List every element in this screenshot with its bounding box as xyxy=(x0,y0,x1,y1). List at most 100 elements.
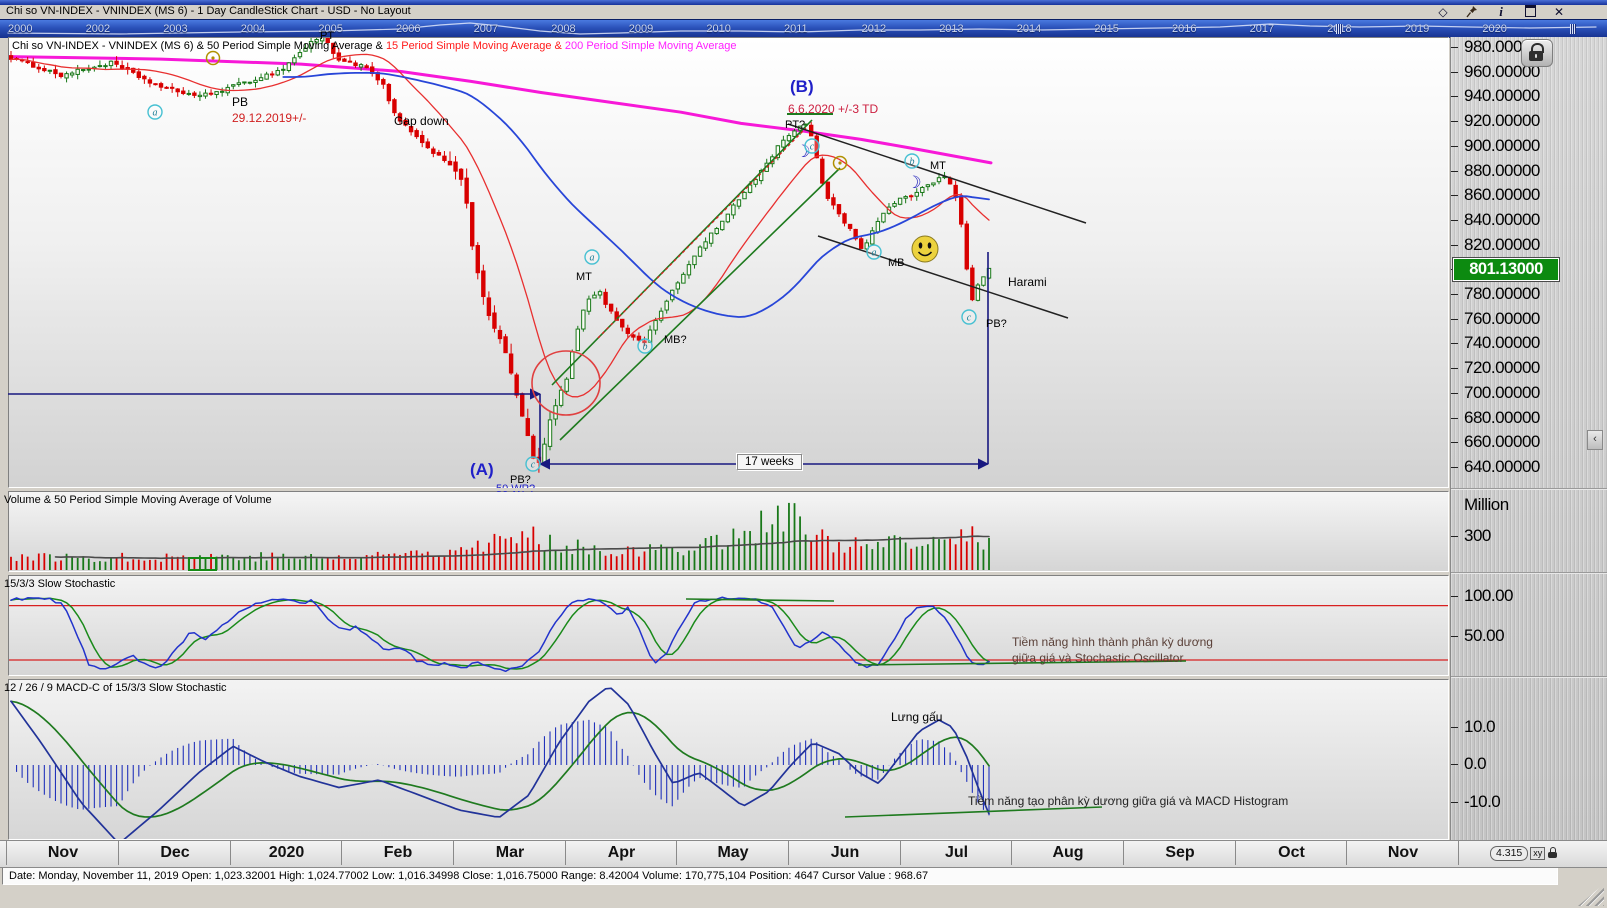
stochastic-chart xyxy=(9,596,1448,673)
macd-pane-label: 12 / 26 / 9 MACD-C of 15/3/3 Slow Stocha… xyxy=(4,682,227,694)
navigator-range-handle[interactable] xyxy=(1336,24,1344,34)
month-cell: Dec xyxy=(118,841,231,865)
axis-label: -10.0 xyxy=(1464,792,1501,811)
month-cell: Feb xyxy=(341,841,454,865)
time-axis-month-bar: Nov Dec 2020 Feb Mar Apr May Jun Jul Aug Sep Oct Nov… xyxy=(0,840,1607,868)
measurement-label: 17 weeks xyxy=(737,454,802,470)
macd-pane[interactable] xyxy=(8,679,1449,840)
close-icon[interactable]: ✕ xyxy=(1553,4,1565,19)
navigator-year-label[interactable]: 2009 xyxy=(628,23,654,35)
navigator-year-label[interactable]: 2006 xyxy=(396,23,421,35)
mini-lock-icon xyxy=(1547,846,1558,860)
candlestick-chart xyxy=(9,38,993,473)
stochastic-pane[interactable] xyxy=(8,575,1449,676)
volume-pane[interactable] xyxy=(8,491,1449,572)
month-cell: Apr xyxy=(565,841,677,865)
pin-icon[interactable] xyxy=(1464,5,1480,19)
navigator-year-label[interactable]: 2007 xyxy=(473,23,499,35)
axis-label: 10.0 xyxy=(1464,717,1496,736)
navigator-year-label[interactable]: 2002 xyxy=(85,23,111,35)
scale-badge[interactable]: 4.315 xy xyxy=(1490,845,1558,861)
axis-label: Million xyxy=(1464,495,1509,514)
status-bar: Date: Monday, November 11, 2019 Open: 1,… xyxy=(2,866,1558,885)
lock-icon xyxy=(1531,43,1544,53)
volume-chart xyxy=(10,502,990,571)
restore-icon[interactable] xyxy=(1522,4,1538,19)
legend-sma15: 15 Period Simple Moving Average & xyxy=(385,40,565,52)
stochastic-pane-label: 15/3/3 Slow Stochastic xyxy=(4,578,116,590)
window-controls: ◇ i ✕ xyxy=(1435,4,1567,19)
title-bar: Chi so VN-INDEX - VNINDEX (MS 6) - 1 Day… xyxy=(0,4,1607,19)
navigator-range-handle[interactable] xyxy=(1570,24,1578,34)
navigator-year-label[interactable]: 2016 xyxy=(1172,23,1197,35)
month-cell: Oct xyxy=(1235,841,1347,865)
axis-label: 700.00000 xyxy=(1464,382,1540,402)
window-bottom-chrome xyxy=(0,886,1607,908)
axis-label: 660.00000 xyxy=(1464,432,1540,452)
axis-label: 300 xyxy=(1464,526,1491,545)
navigator-year-label[interactable]: 2017 xyxy=(1249,23,1275,35)
axis-label: 0.0 xyxy=(1464,754,1487,773)
month-cell: May xyxy=(676,841,789,865)
axis-label: 50.00 xyxy=(1464,626,1505,645)
info-icon[interactable]: i xyxy=(1499,3,1503,19)
navigator-year-label[interactable]: 2019 xyxy=(1404,23,1430,35)
window-title: Chi so VN-INDEX - VNINDEX (MS 6) - 1 Day… xyxy=(6,5,411,17)
month-cell: Nov xyxy=(6,841,119,865)
legend-price-sma50: Chi so VN-INDEX - VNINDEX (MS 6) & 50 Pe… xyxy=(12,40,386,52)
macd-chart xyxy=(10,687,990,839)
pane-divider[interactable] xyxy=(0,572,1449,575)
last-price-box: 801.13000 xyxy=(1453,258,1559,281)
scroll-left-arrow[interactable]: ‹ xyxy=(1587,430,1603,450)
axis-label: 720.00000 xyxy=(1464,358,1540,378)
month-cell: Sep xyxy=(1123,841,1236,865)
navigator-year-label[interactable]: 2018 xyxy=(1327,23,1351,35)
axis-label: 680.00000 xyxy=(1464,407,1540,427)
axis-label: 760.00000 xyxy=(1464,308,1540,328)
price-chart-pane[interactable] xyxy=(8,37,1449,488)
axis-label: 960.00000 xyxy=(1464,61,1540,81)
month-cell: Aug xyxy=(1011,841,1124,865)
navigator-year-label[interactable]: 2015 xyxy=(1094,23,1119,35)
pane-divider[interactable] xyxy=(0,488,1449,491)
month-cell: Mar xyxy=(453,841,566,865)
navigator-year-label[interactable]: 2008 xyxy=(551,23,576,35)
volume-pane-label: Volume & 50 Period Simple Moving Average… xyxy=(4,494,272,506)
navigator-year-label[interactable]: 2020 xyxy=(1482,23,1507,35)
price-axis-column[interactable]: 980.00000 960.00000 940.00000 920.00000 900.… xyxy=(1450,37,1607,840)
axis-label: 640.00000 xyxy=(1464,457,1540,476)
navigator-year-label[interactable]: 2014 xyxy=(1016,23,1042,35)
axis-label: 820.00000 xyxy=(1464,234,1540,254)
navigator-year-label[interactable]: 2004 xyxy=(240,23,266,35)
year-navigator[interactable]: 2000 2002 2003 2004 2005 2006 2007 2008 2009 2010… xyxy=(0,19,1607,38)
legend-sma200: 200 Period Simple Moving Average xyxy=(564,40,737,52)
month-cell: 2020 xyxy=(230,841,342,865)
xy-scale-toggle[interactable]: xy xyxy=(1530,846,1546,860)
navigator-year-label[interactable]: 2010 xyxy=(706,23,731,35)
chart-legend: Chi so VN-INDEX - VNINDEX (MS 6) & 50 Pe… xyxy=(12,40,737,52)
axis-label: 860.00000 xyxy=(1464,185,1540,205)
navigator-year-label[interactable]: 2013 xyxy=(939,23,964,35)
month-cell: Nov xyxy=(1346,841,1459,865)
pane-divider[interactable] xyxy=(0,676,1449,679)
axis-label: 920.00000 xyxy=(1464,111,1540,131)
axis-label: 840.00000 xyxy=(1464,209,1540,229)
window-top-border xyxy=(0,0,1607,5)
axis-label: 740.00000 xyxy=(1464,333,1540,353)
axis-label: 940.00000 xyxy=(1464,86,1540,106)
axis-label: 880.00000 xyxy=(1464,160,1540,180)
diamond-icon[interactable]: ◇ xyxy=(1438,4,1448,19)
navigator-year-label[interactable]: 2012 xyxy=(861,23,887,35)
navigator-year-label[interactable]: 2005 xyxy=(318,23,343,35)
axis-label: 100.00 xyxy=(1464,586,1514,605)
axis-label: 780.00000 xyxy=(1464,284,1540,304)
navigator-year-label[interactable]: 2000 xyxy=(8,23,33,35)
month-cell: Jun xyxy=(788,841,901,865)
navigator-sparkline xyxy=(7,22,1597,35)
navigator-year-label[interactable]: 2011 xyxy=(784,23,808,35)
month-cell: Jul xyxy=(900,841,1012,865)
scale-value: 4.315 xyxy=(1490,845,1529,861)
navigator-year-label[interactable]: 2003 xyxy=(163,23,188,35)
lock-button[interactable] xyxy=(1521,39,1553,67)
